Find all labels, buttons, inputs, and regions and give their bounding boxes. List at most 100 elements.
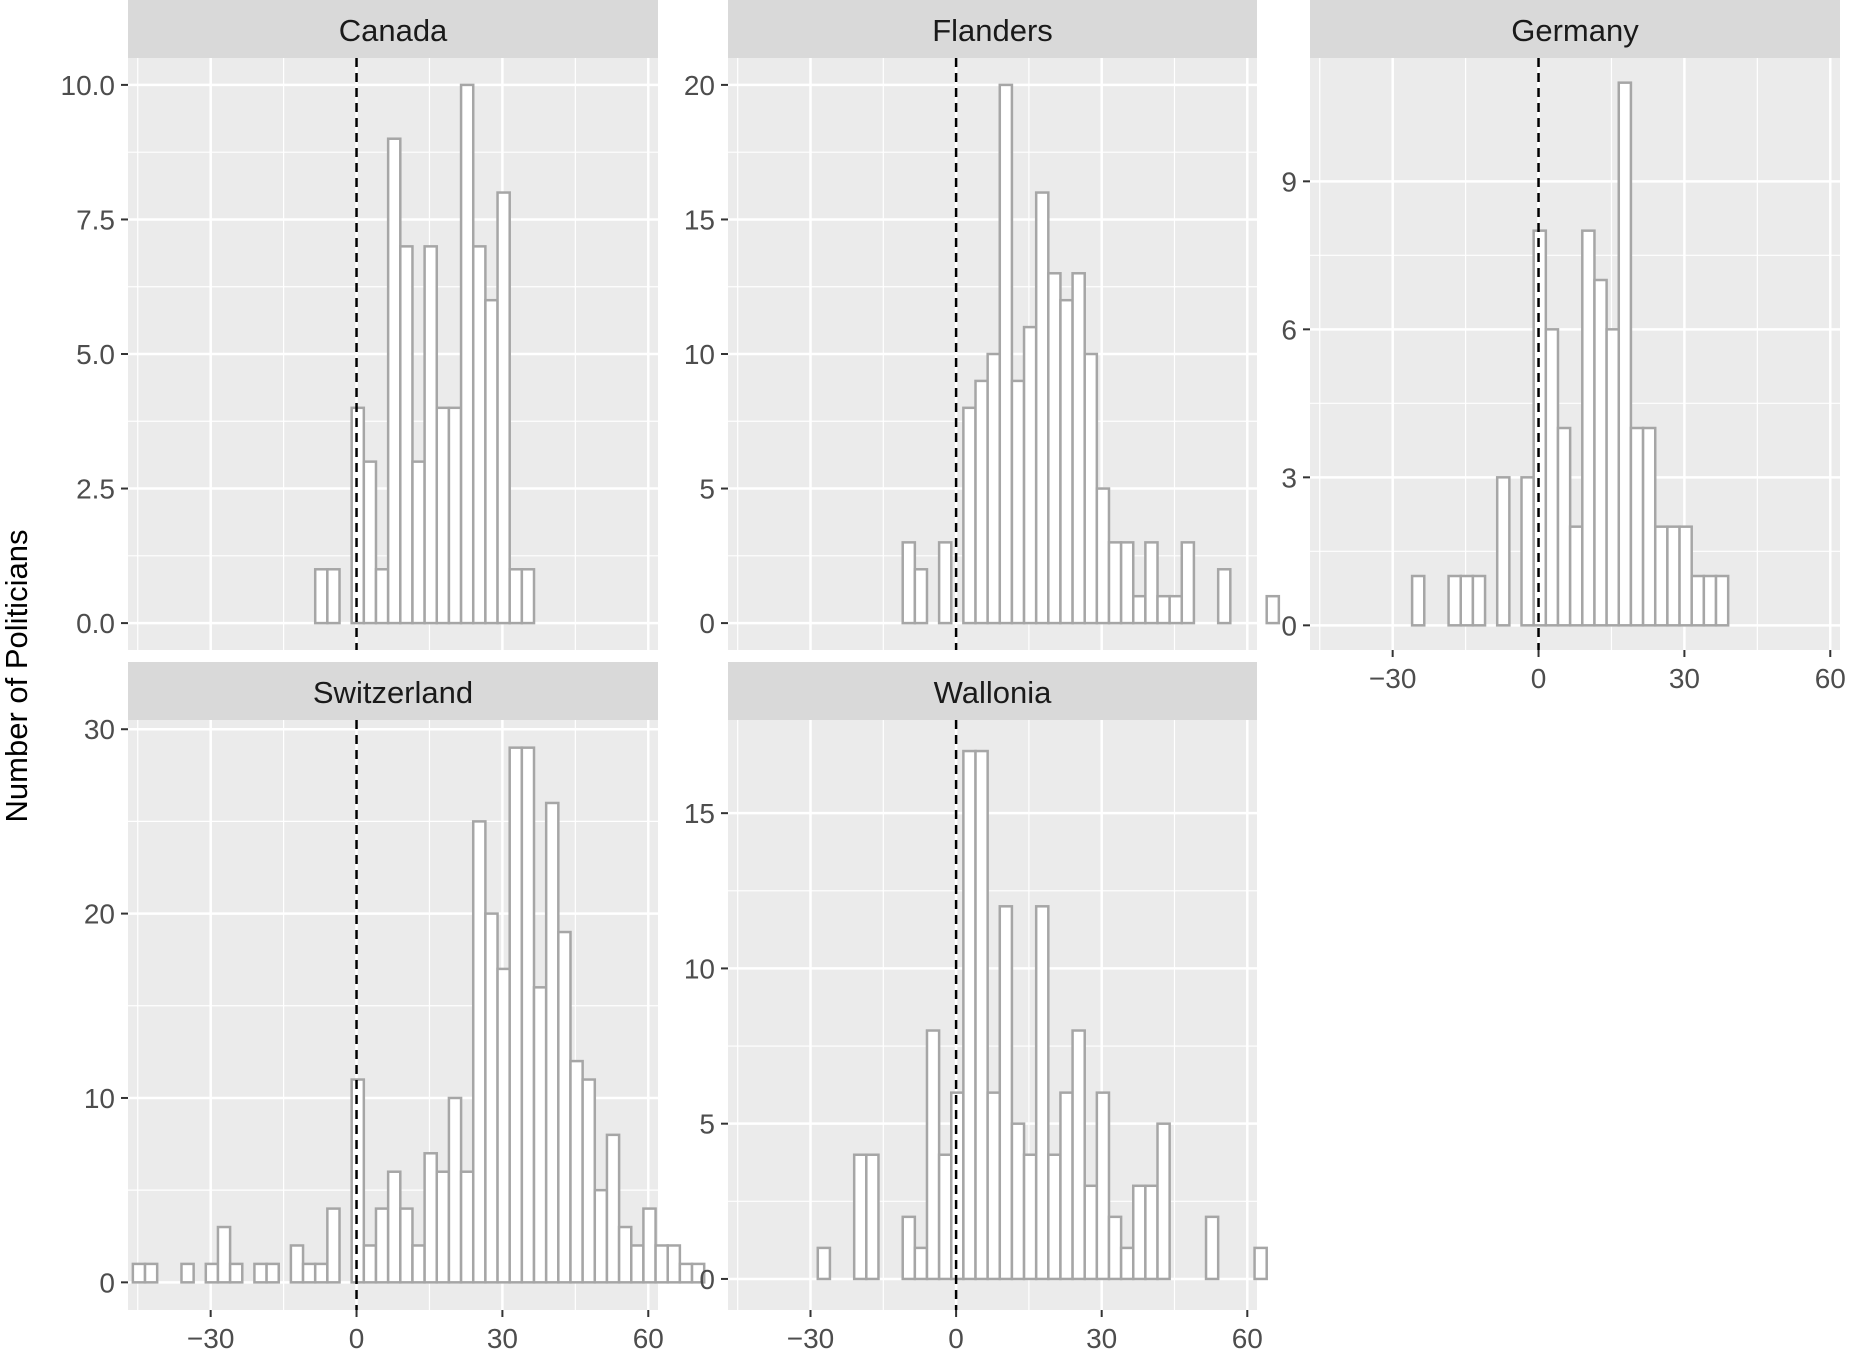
histogram-bar xyxy=(374,568,390,625)
histogram-bar xyxy=(1034,905,1050,1281)
histogram-bar xyxy=(180,1262,195,1284)
histogram-bar xyxy=(1010,379,1026,625)
histogram-bar xyxy=(1629,426,1645,627)
histogram-bar xyxy=(937,1153,953,1281)
histogram-bar xyxy=(1556,426,1572,627)
x-tick-label: 60 xyxy=(633,1323,664,1353)
histogram-bar xyxy=(1047,1153,1062,1281)
histogram-bar xyxy=(1022,1153,1038,1281)
histogram-bar xyxy=(544,801,560,1284)
facet-title: Switzerland xyxy=(313,675,473,710)
histogram-bar xyxy=(1265,594,1281,625)
facet-strip xyxy=(728,0,1257,58)
histogram-bar xyxy=(605,1133,621,1284)
histogram-bar xyxy=(204,1262,220,1284)
histogram-bar xyxy=(289,1244,305,1284)
histogram-bar xyxy=(998,905,1014,1281)
y-tick-label: 10 xyxy=(684,339,715,370)
histogram-bar xyxy=(520,746,536,1284)
y-tick-label: 20 xyxy=(684,70,715,101)
y-tick-label: 0 xyxy=(699,608,715,639)
histogram-bar xyxy=(1581,229,1596,627)
histogram-bar xyxy=(974,379,989,625)
histogram-bar xyxy=(690,1262,706,1284)
histogram-bar xyxy=(1095,1091,1111,1281)
histogram-bar xyxy=(1447,574,1462,627)
histogram-bar xyxy=(1168,594,1184,625)
histogram-bar xyxy=(593,1188,609,1284)
histogram-bar xyxy=(1495,476,1511,627)
histogram-bar xyxy=(411,1244,426,1284)
histogram-bar xyxy=(1520,476,1535,627)
histogram-bar xyxy=(678,1262,694,1284)
y-tick-label: 2.5 xyxy=(76,474,115,505)
histogram-bar xyxy=(471,820,487,1284)
histogram-bar xyxy=(326,568,341,625)
histogram-bar xyxy=(386,137,402,625)
histogram-bar xyxy=(447,406,463,625)
histogram-bar xyxy=(313,1262,329,1284)
x-tick-label: 60 xyxy=(1232,1323,1263,1353)
y-tick-label: 0 xyxy=(1281,610,1297,641)
histogram-bar xyxy=(1119,1246,1135,1281)
histogram-bar xyxy=(1156,1122,1171,1281)
histogram-bar xyxy=(1605,328,1621,627)
x-tick-label: 0 xyxy=(1531,663,1547,694)
histogram-bar xyxy=(557,930,572,1284)
histogram-bar xyxy=(484,298,499,625)
histogram-bar xyxy=(435,1170,451,1284)
histogram-bar xyxy=(1568,525,1584,627)
y-tick-label: 5.0 xyxy=(76,339,115,370)
facet-strip xyxy=(728,662,1257,720)
facet-strip xyxy=(128,0,658,58)
histogram-bar xyxy=(1253,1246,1268,1281)
histogram-bar xyxy=(901,1215,917,1281)
y-tick-label: 7.5 xyxy=(76,204,115,235)
histogram-bar xyxy=(1544,328,1560,627)
facet-wallonia: Wallonia 0 5 10 15 −30 0 30 60 xyxy=(684,662,1268,1353)
histogram-bar xyxy=(435,406,451,625)
histogram-bar xyxy=(901,541,917,625)
facet-switzerland: Switzerland 0 10 20 30 −30 0 30 60 xyxy=(84,662,706,1353)
histogram-bar xyxy=(1471,574,1487,627)
histogram-bar xyxy=(508,568,524,625)
histogram-bar xyxy=(423,1152,439,1284)
histogram-bar xyxy=(131,1262,147,1284)
x-tick-label: 30 xyxy=(1669,663,1700,694)
histogram-bar xyxy=(986,1091,1002,1281)
histogram-bar xyxy=(496,191,511,625)
histogram-bar xyxy=(1119,541,1135,625)
histogram-bar xyxy=(216,1225,232,1284)
histogram-bar xyxy=(1010,1122,1026,1281)
histogram-bar xyxy=(1022,325,1038,625)
histogram-bar xyxy=(1071,1029,1086,1281)
x-tick-label: −30 xyxy=(787,1323,835,1353)
histogram-bar xyxy=(362,460,378,625)
histogram-bar xyxy=(925,1029,941,1281)
facet-strip xyxy=(1310,0,1840,58)
histogram-bar xyxy=(411,460,426,625)
histogram-bar xyxy=(374,1207,390,1284)
histogram-bar xyxy=(496,967,511,1284)
histogram-bar xyxy=(301,1262,317,1284)
x-tick-label: 0 xyxy=(349,1323,365,1353)
histogram-bar xyxy=(532,986,548,1284)
facet-title: Wallonia xyxy=(934,675,1052,710)
histogram-bar xyxy=(1144,1184,1159,1281)
facet-title: Flanders xyxy=(932,13,1053,48)
histogram-bar xyxy=(228,1262,244,1284)
histogram-bar xyxy=(816,1246,832,1281)
x-tick-label: 30 xyxy=(1086,1323,1117,1353)
histogram-bar xyxy=(265,1262,280,1284)
histogram-bar xyxy=(617,1225,633,1284)
histogram-bar xyxy=(1059,1091,1074,1281)
y-tick-label: 10.0 xyxy=(61,70,116,101)
y-axis-label: Number of Politicians xyxy=(0,530,34,823)
histogram-bar xyxy=(1071,272,1086,625)
histogram-bar xyxy=(1617,81,1633,627)
histogram-bar xyxy=(1083,1184,1099,1281)
histogram-bar xyxy=(386,1170,402,1284)
histogram-bar xyxy=(1216,568,1232,625)
histogram-bar xyxy=(666,1244,682,1284)
